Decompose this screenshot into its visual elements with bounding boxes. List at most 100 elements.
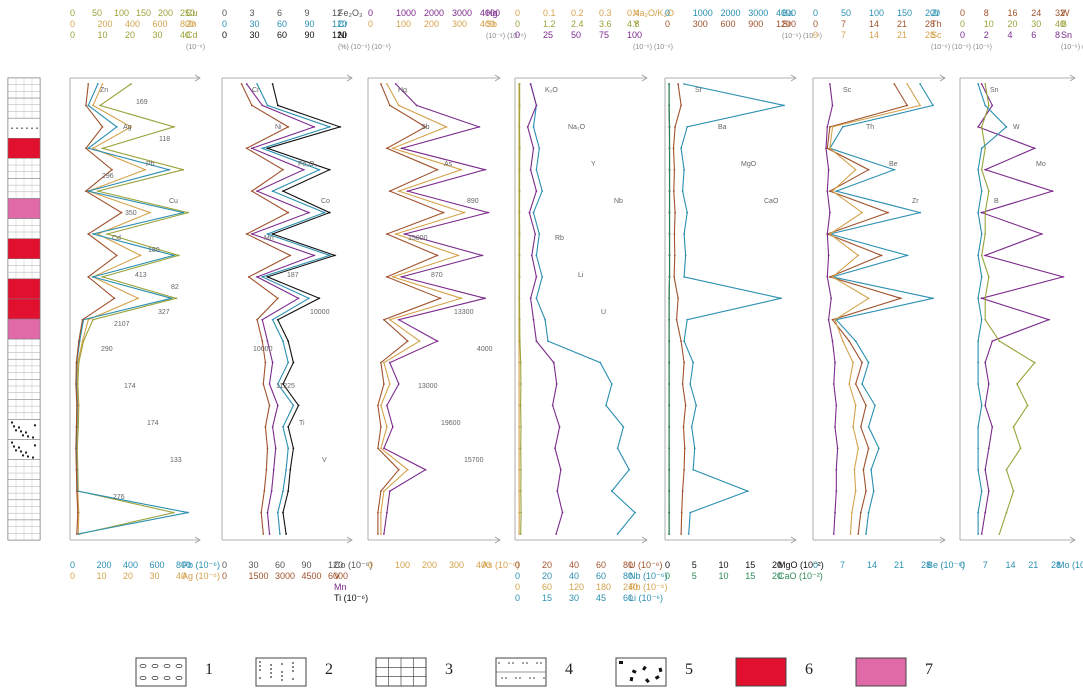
series-point bbox=[256, 318, 258, 321]
bottom-scale-label: Rb (10⁻⁶) bbox=[629, 582, 667, 592]
series-point bbox=[385, 233, 388, 235]
series-point bbox=[532, 211, 535, 214]
series-point bbox=[599, 361, 602, 364]
panel-annotation: Cu bbox=[169, 198, 178, 205]
series-point bbox=[92, 104, 94, 107]
series-point bbox=[998, 340, 1001, 343]
bottom-scale-tick: 20 bbox=[123, 571, 133, 581]
series-point bbox=[980, 190, 983, 193]
series-point bbox=[874, 404, 876, 407]
panel-annotation: 174 bbox=[147, 420, 159, 427]
bottom-scale-label: Ti (10⁻⁶) bbox=[334, 593, 368, 603]
series-point bbox=[172, 511, 175, 514]
series-point bbox=[977, 361, 980, 364]
top-scale-tick: 0 bbox=[960, 8, 965, 18]
series-point bbox=[278, 533, 281, 535]
series-point bbox=[187, 511, 189, 514]
bottom-scale-tick: 60 bbox=[596, 560, 606, 570]
series-point bbox=[436, 340, 439, 343]
series-point bbox=[853, 468, 856, 471]
legend-oval bbox=[139, 664, 147, 668]
series-point bbox=[84, 147, 87, 150]
series-point bbox=[463, 211, 466, 214]
series-point bbox=[831, 318, 834, 321]
series-point bbox=[865, 533, 867, 535]
bottom-scale-label: Co (10⁻⁶) bbox=[334, 560, 372, 570]
top-scale-tick: 100 bbox=[396, 19, 411, 29]
panel-axis-arrow bbox=[641, 74, 648, 82]
series-point bbox=[870, 468, 873, 471]
series-point bbox=[144, 168, 147, 171]
series-point bbox=[529, 83, 532, 85]
panel-annotation: 15700 bbox=[464, 457, 484, 464]
series-point bbox=[397, 318, 400, 321]
panel-axis-arrow bbox=[1069, 536, 1076, 544]
series-point bbox=[115, 125, 118, 128]
series-point bbox=[388, 104, 391, 107]
legend-oval bbox=[163, 676, 171, 680]
series-point bbox=[520, 425, 522, 428]
series-point bbox=[424, 468, 427, 471]
legend-fragment bbox=[644, 678, 650, 684]
series-point bbox=[681, 490, 684, 493]
series-point bbox=[684, 254, 687, 257]
panel-annotation: Rb bbox=[555, 235, 564, 242]
series-point bbox=[282, 190, 284, 193]
top-scale-label: Zn bbox=[186, 19, 197, 29]
series-point bbox=[391, 425, 394, 428]
series-point bbox=[380, 361, 382, 364]
series-point bbox=[695, 404, 698, 407]
series-point bbox=[980, 318, 983, 321]
series-point bbox=[287, 425, 290, 428]
series-point bbox=[271, 361, 274, 364]
series-point bbox=[872, 490, 875, 493]
bottom-scale-tick: 300 bbox=[449, 560, 464, 570]
legend-dot bbox=[259, 665, 261, 667]
legend-dot bbox=[270, 664, 272, 666]
top-scale-tick: 1200 bbox=[776, 19, 796, 29]
series-point bbox=[559, 468, 562, 471]
top-scale-tick: 2.4 bbox=[571, 19, 584, 29]
panel-annotation: 174 bbox=[124, 383, 136, 390]
top-scale-tick: 150 bbox=[136, 8, 151, 18]
series-point bbox=[673, 254, 676, 257]
top-scale-tick: 100 bbox=[627, 30, 642, 40]
series-point bbox=[886, 211, 889, 214]
series-point bbox=[75, 425, 78, 428]
bottom-scale-tick: 5 bbox=[692, 571, 697, 581]
series-point bbox=[276, 318, 279, 321]
series-point bbox=[101, 125, 104, 128]
top-scale-unit: (10⁻⁹) (10⁻⁶) bbox=[486, 33, 526, 40]
legend-dot bbox=[501, 677, 503, 679]
column-layer bbox=[7, 117, 41, 139]
series-point bbox=[668, 340, 670, 343]
panel-annotation: 10000 bbox=[253, 346, 273, 353]
panel-annotation: CaO bbox=[764, 198, 779, 205]
legend-dot bbox=[519, 677, 521, 679]
panel-annotation: 13000 bbox=[418, 383, 438, 390]
series-point bbox=[282, 490, 284, 493]
top-scale-tick: 0 bbox=[515, 30, 520, 40]
top-scale-tick: 50 bbox=[841, 8, 851, 18]
series-point bbox=[397, 383, 400, 385]
series-Ti bbox=[241, 83, 292, 535]
lithology-column bbox=[7, 77, 41, 541]
top-scale-tick: 0.1 bbox=[543, 8, 556, 18]
bottom-scale-tick: 30 bbox=[150, 571, 160, 581]
bottom-scale-tick: 14 bbox=[867, 560, 877, 570]
column-stipple bbox=[11, 127, 13, 130]
series-point bbox=[484, 168, 486, 171]
series-point bbox=[605, 404, 607, 407]
top-scale-tick: 1000 bbox=[693, 8, 713, 18]
series-point bbox=[518, 297, 521, 300]
legend-dot bbox=[529, 677, 531, 679]
top-scale-tick: 0 bbox=[70, 8, 75, 18]
series-point bbox=[616, 533, 619, 535]
series-point bbox=[668, 83, 670, 85]
series-Th bbox=[825, 83, 909, 535]
series-point bbox=[481, 254, 483, 257]
series-Sr bbox=[672, 83, 687, 535]
series-point bbox=[850, 511, 853, 514]
series-Rb bbox=[530, 83, 636, 535]
